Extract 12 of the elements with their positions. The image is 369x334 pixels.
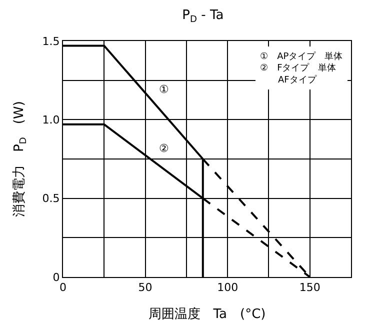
series-label: ① — [159, 83, 169, 96]
x-tick-label: 150 — [299, 281, 320, 294]
annotation: ① APタイプ 単体 ② Fタイプ 単体 AFタイプ — [260, 51, 343, 86]
x-axis-title: 周囲温度 Ta (°C) — [148, 306, 266, 322]
x-tick-label: 50 — [138, 281, 152, 294]
series-label: ② — [159, 142, 169, 155]
y-tick-label: 0.5 — [42, 192, 60, 206]
y-tick-label: 0 — [52, 270, 60, 284]
y-tick-label: 1.0 — [42, 114, 60, 127]
x-tick-label: 100 — [217, 281, 238, 294]
chart-title: P$_{D}$ - Ta — [182, 8, 224, 25]
y-tick-label: 1.5 — [42, 34, 60, 48]
